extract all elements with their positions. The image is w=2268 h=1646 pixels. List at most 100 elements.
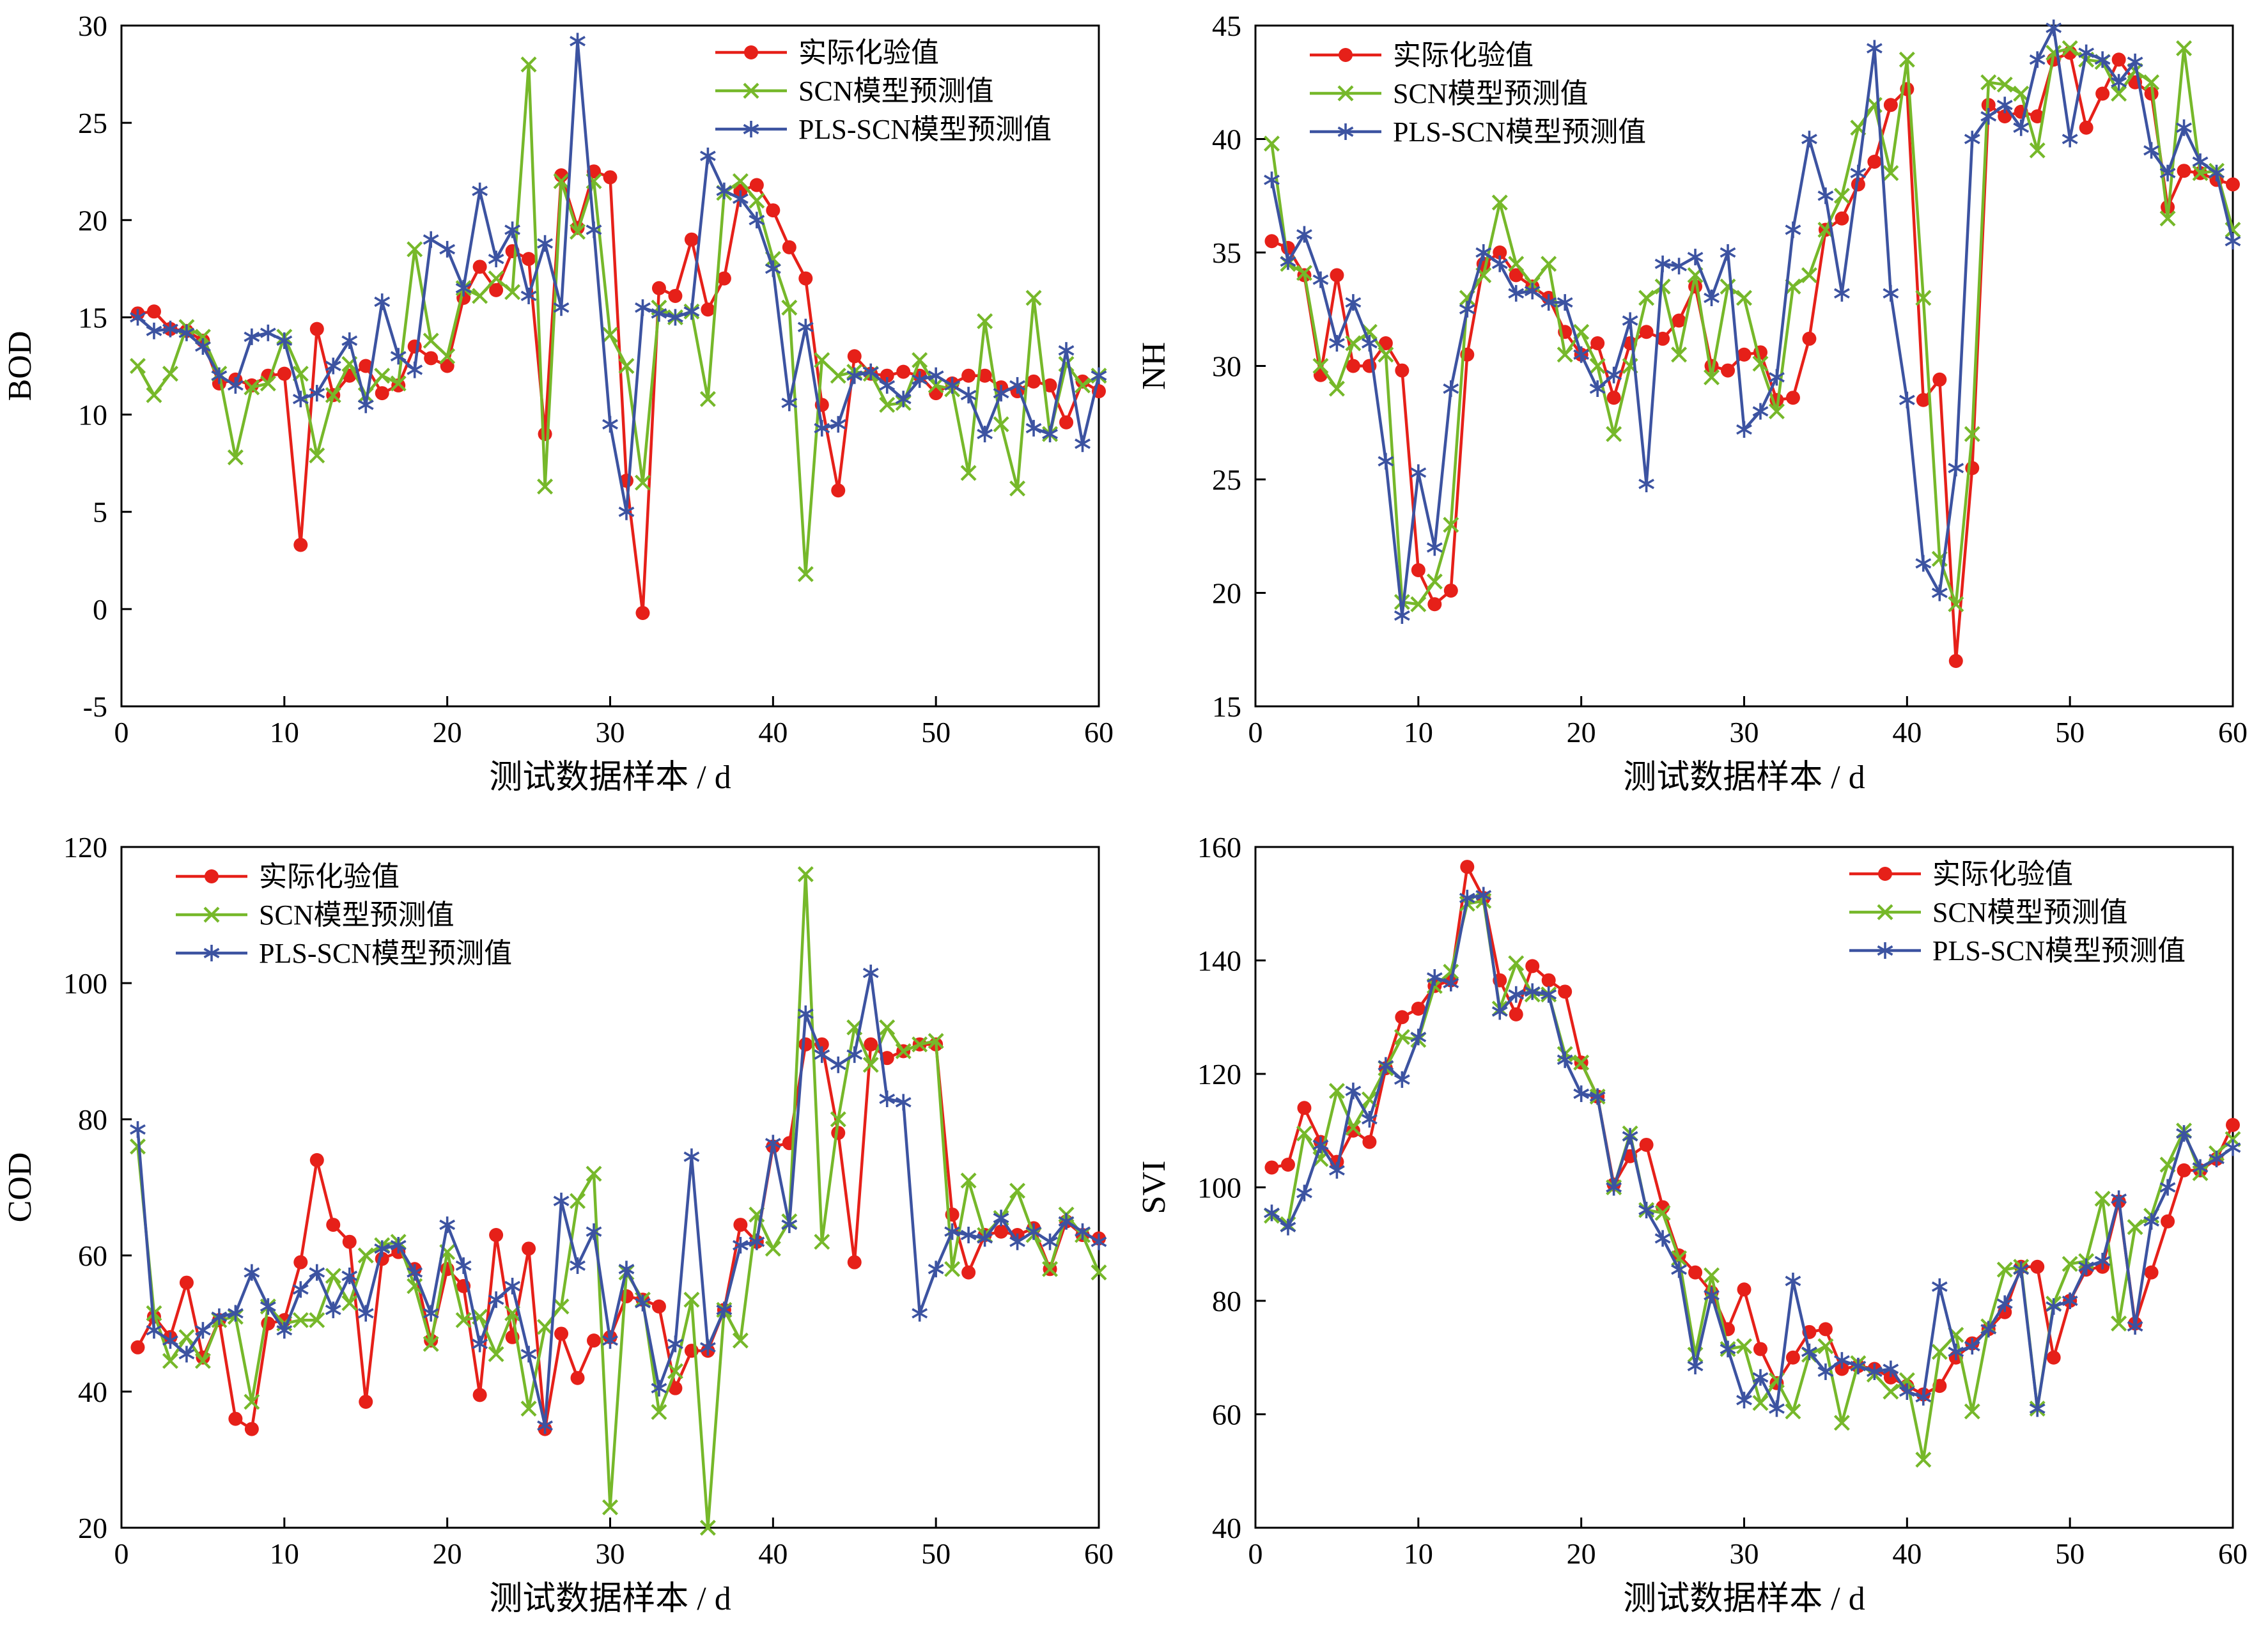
asterisk-marker: [1508, 986, 1525, 1003]
y-tick-label: 20: [1212, 577, 1241, 610]
circle-marker: [1835, 211, 1849, 226]
x-marker: [862, 1057, 879, 1073]
circle-marker: [293, 1255, 308, 1269]
x-tick-label: 50: [921, 1537, 951, 1570]
circle-marker: [1998, 109, 2012, 123]
circle-marker: [522, 1241, 536, 1256]
asterisk-marker: [2159, 1179, 2176, 1196]
asterisk-marker: [2078, 1258, 2095, 1275]
circle-marker: [2079, 120, 2093, 135]
asterisk-marker: [651, 1379, 667, 1397]
x-marker: [1075, 377, 1091, 394]
asterisk-marker: [1443, 975, 1459, 991]
asterisk-marker: [1899, 1383, 1915, 1400]
asterisk-marker: [1361, 1111, 1378, 1128]
circle-marker: [1346, 1123, 1360, 1138]
legend: 实际化验值 SCN模型预测值 PLS-SCN模型预测值: [1310, 40, 1646, 148]
x-marker: [357, 1247, 374, 1264]
y-tick-label: 100: [1197, 1172, 1241, 1204]
x-marker: [960, 1172, 977, 1189]
x-marker: [1573, 1054, 1590, 1071]
asterisk-marker: [1752, 1369, 1769, 1386]
asterisk-marker: [1541, 986, 1557, 1003]
x-marker: [699, 391, 716, 407]
y-axis-title: BOD: [2, 331, 38, 401]
x-marker: [423, 332, 439, 349]
circle-marker: [1835, 1362, 1849, 1376]
x-marker: [1508, 955, 1525, 972]
asterisk-marker: [1736, 421, 1752, 438]
x-tick-label: 30: [596, 1537, 625, 1570]
asterisk-marker: [635, 1294, 651, 1312]
x-marker: [455, 1312, 472, 1328]
circle-marker: [668, 1381, 683, 1395]
circle-marker: [1043, 378, 1057, 392]
series-1-x: [1263, 892, 2241, 1468]
asterisk-marker: [1345, 294, 1362, 311]
series-line: [136, 971, 1100, 1427]
y-tick-label: 5: [93, 496, 107, 529]
x-tick-label: 10: [270, 1537, 299, 1570]
circle-marker: [130, 1340, 145, 1355]
asterisk-marker: [1720, 244, 1736, 261]
circle-marker: [1264, 234, 1279, 249]
x-marker: [244, 1394, 260, 1410]
x-marker: [341, 1295, 358, 1312]
x-marker: [1785, 1403, 1801, 1420]
asterisk-marker: [130, 309, 146, 326]
asterisk-marker: [700, 1339, 716, 1356]
y-axis: 15 20 25 30 35 40 45: [1212, 10, 1266, 723]
circle-marker: [293, 538, 308, 552]
circle-marker: [766, 203, 781, 218]
asterisk-marker: [846, 1046, 863, 1063]
x-marker: [423, 1335, 439, 1352]
asterisk-marker: [781, 1216, 798, 1234]
circle-marker: [1509, 1007, 1523, 1021]
x-marker: [2176, 40, 2193, 56]
asterisk-marker: [1042, 426, 1058, 442]
x-marker: [1704, 369, 1720, 385]
asterisk-marker: [455, 1257, 472, 1274]
x-marker: [928, 377, 944, 394]
asterisk-marker: [1801, 1343, 1817, 1360]
circle-marker: [880, 368, 894, 383]
y-tick-label: 15: [78, 301, 107, 334]
circle-marker: [2046, 1350, 2061, 1365]
circle-marker: [1639, 1137, 1654, 1152]
asterisk-marker: [2209, 164, 2225, 182]
asterisk-marker: [830, 1056, 846, 1073]
y-tick-label: 20: [78, 204, 107, 237]
series-line: [136, 873, 1101, 1530]
circle-marker: [2144, 1265, 2159, 1280]
asterisk-marker: [1312, 1136, 1329, 1153]
asterisk-marker: [244, 1264, 260, 1281]
asterisk-marker: [1524, 983, 1541, 1000]
asterisk-marker: [325, 357, 341, 375]
asterisk-marker: [390, 348, 407, 365]
circle-marker: [603, 170, 617, 185]
x-marker: [1768, 403, 1785, 419]
asterisk-marker: [407, 1264, 423, 1281]
asterisk-marker: [1654, 1230, 1671, 1247]
asterisk-marker: [2013, 119, 2030, 136]
circle-marker: [668, 288, 683, 303]
circle-marker: [1737, 347, 1751, 362]
asterisk-marker: [879, 377, 896, 394]
x-marker: [1491, 194, 1508, 211]
asterisk-marker: [1785, 221, 1801, 238]
x-marker: [1328, 380, 1345, 397]
asterisk-marker: [162, 320, 178, 338]
x-tick-label: 30: [596, 716, 625, 749]
y-tick-label: 40: [1212, 1512, 1241, 1544]
x-tick-label: 20: [1567, 1537, 1596, 1570]
circle-marker: [342, 1234, 357, 1249]
asterisk-marker: [472, 182, 488, 199]
x-marker: [309, 1312, 325, 1328]
circle-marker: [440, 359, 454, 373]
circle-marker: [1027, 374, 1041, 389]
asterisk-marker: [1931, 584, 1948, 602]
asterisk-marker: [1329, 1161, 1345, 1179]
x-marker: [520, 1401, 537, 1417]
asterisk-marker: [1752, 403, 1769, 420]
circle-marker: [1802, 331, 1817, 346]
